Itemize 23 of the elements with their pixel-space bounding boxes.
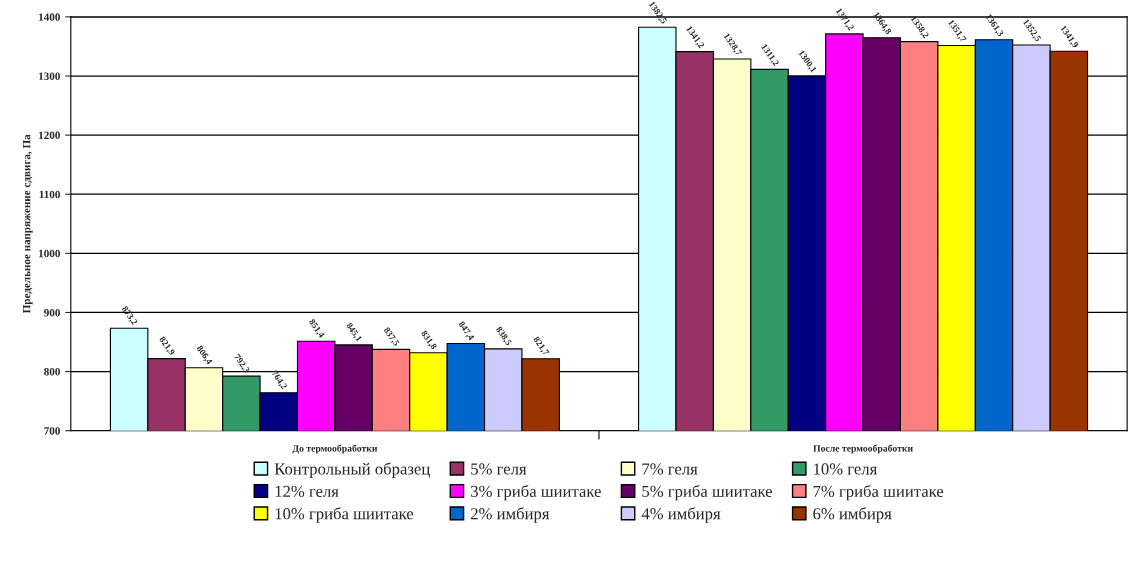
legend-label: Контрольный образец (274, 462, 430, 478)
y-tick-label: 800 (44, 368, 60, 376)
legend-label: 3% гриба шиитаке (471, 484, 601, 501)
legend-label: 7% гриба шиитаке (813, 484, 944, 501)
legend-label: 7% геля (642, 463, 698, 475)
legend-label: 4% имбиря (641, 507, 721, 523)
x-tick-label: После термообработки (813, 444, 913, 454)
y-tick-label: 1000 (39, 249, 60, 258)
legend-label: 10% гриба шиитаке (275, 507, 414, 523)
legend-label: 10% геля (814, 463, 877, 475)
legend-label: 2% имбиря (470, 507, 550, 523)
legend-label: 5% геля (471, 463, 527, 475)
y-tick-label: 1100 (39, 190, 60, 199)
y-tick-label: 900 (44, 308, 60, 317)
legend-label: 12% геля (275, 485, 339, 498)
x-tick-label: До термообработки (292, 444, 378, 454)
y-axis-title: Предельное напряжение сдвига, Па (22, 134, 33, 314)
y-tick-label: 1400 (39, 13, 60, 21)
y-tick-label: 1200 (39, 131, 60, 140)
y-tick-label: 700 (44, 427, 60, 435)
legend-label: 6% имбиря (813, 507, 892, 523)
legend-label: 5% гриба шиитаке (642, 484, 772, 501)
y-tick-label: 1300 (39, 72, 60, 80)
